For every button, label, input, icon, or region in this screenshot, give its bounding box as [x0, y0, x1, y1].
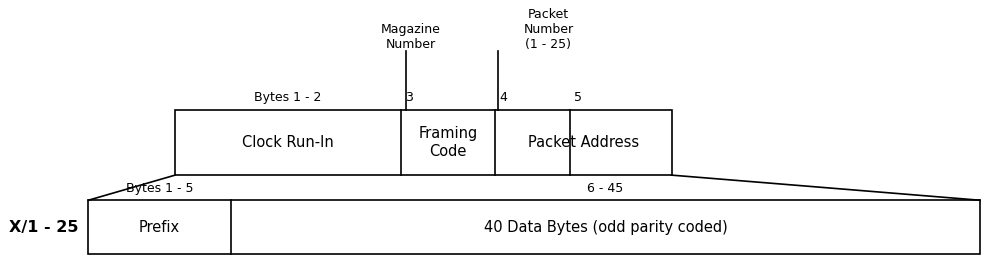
- Text: Packet
Number
(1 - 25): Packet Number (1 - 25): [523, 8, 573, 51]
- Text: 40 Data Bytes (odd parity coded): 40 Data Bytes (odd parity coded): [484, 220, 727, 235]
- Text: 6 - 45: 6 - 45: [587, 182, 624, 195]
- Text: Framing
Code: Framing Code: [419, 126, 478, 159]
- Text: Clock Run-In: Clock Run-In: [242, 135, 334, 150]
- Text: 5: 5: [574, 91, 582, 104]
- Text: Bytes 1 - 2: Bytes 1 - 2: [254, 91, 322, 104]
- Text: Prefix: Prefix: [139, 220, 180, 235]
- Text: Magazine
Number: Magazine Number: [381, 23, 441, 51]
- Text: 4: 4: [499, 91, 507, 104]
- Text: X/1 - 25: X/1 - 25: [9, 220, 79, 235]
- Text: Packet Address: Packet Address: [528, 135, 639, 150]
- Text: Bytes 1 - 5: Bytes 1 - 5: [126, 182, 193, 195]
- Bar: [175, 110, 672, 175]
- Bar: [88, 200, 980, 254]
- Text: 3: 3: [405, 91, 413, 104]
